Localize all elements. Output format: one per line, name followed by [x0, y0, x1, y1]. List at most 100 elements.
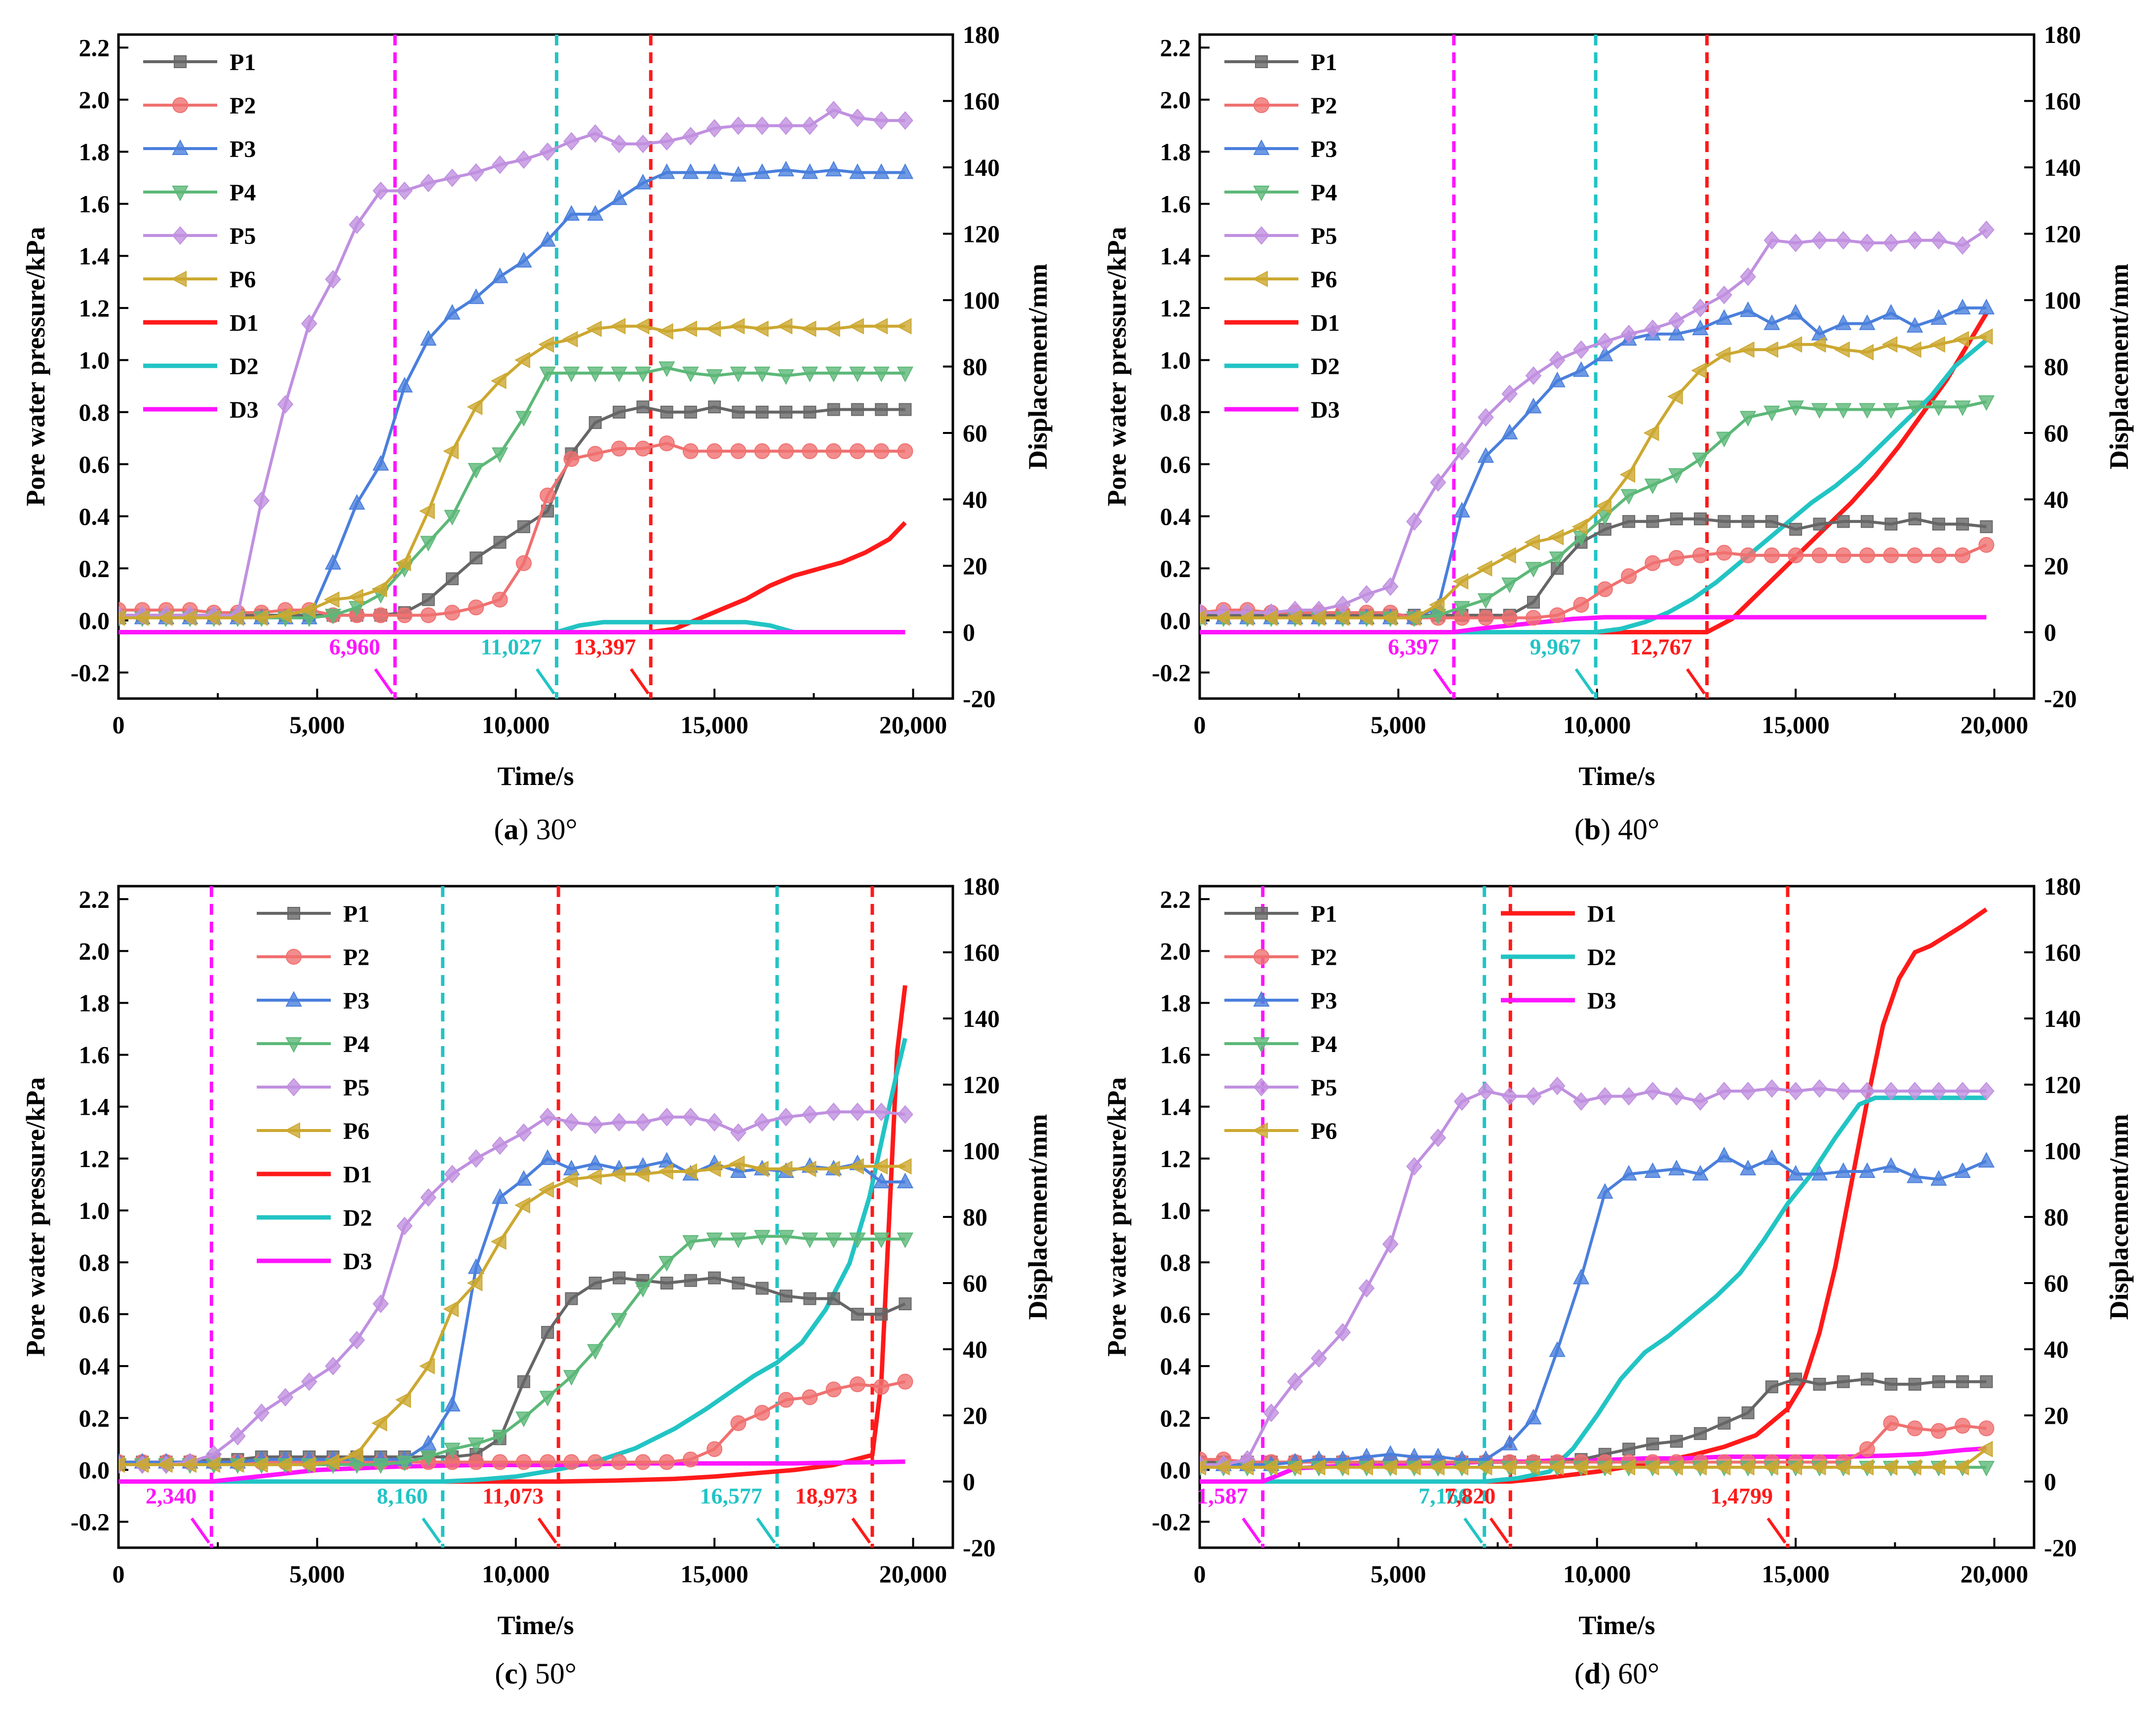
y-left-tick-label: 2.2 — [1160, 885, 1191, 913]
data-point-p6 — [562, 331, 578, 348]
data-point-p4 — [1954, 400, 1971, 416]
data-point-p6 — [181, 1456, 196, 1473]
y-right-tick-label: 140 — [963, 1005, 1000, 1032]
data-point-p6 — [1200, 609, 1206, 626]
x-axis-title: Time/s — [1578, 761, 1655, 791]
data-point-p2 — [1907, 1420, 1923, 1437]
data-point-p6 — [1977, 328, 1993, 345]
caption-text: ) 50° — [518, 1657, 577, 1690]
data-point-p1 — [851, 1308, 864, 1321]
data-point-p6 — [1214, 609, 1230, 626]
event-label: 12,767 — [1630, 634, 1692, 659]
data-point-p2 — [611, 1454, 627, 1470]
data-point-p6 — [1500, 1459, 1516, 1476]
data-point-p6 — [1786, 336, 1803, 353]
data-point-p5 — [1954, 1082, 1971, 1100]
y-left-tick-label: 1.8 — [1160, 989, 1191, 1016]
data-point-p3 — [1906, 317, 1923, 333]
series-line-p5 — [118, 1110, 905, 1466]
data-point-p5 — [1597, 1087, 1613, 1106]
y-right-tick-label: 80 — [963, 1203, 987, 1231]
chart-panel-d: 0 5,000 10,000 15,000 20,000 -0.2 0.0 0.2 0.4 0.6… — [1102, 872, 2134, 1690]
data-point-p1 — [1861, 515, 1874, 528]
data-point-p5 — [1430, 473, 1447, 492]
y-right-tick-label: 40 — [2044, 486, 2069, 513]
data-point-p6 — [1929, 336, 1945, 353]
data-point-p2 — [492, 591, 508, 608]
legend-label-d2: D2 — [230, 353, 259, 380]
data-point-p2 — [849, 443, 865, 459]
x-axis-title: Time/s — [1578, 1610, 1655, 1640]
data-point-p6 — [1286, 1459, 1302, 1476]
y-left-tick-label: 1.8 — [79, 989, 110, 1016]
y-left-tick-label: 0.2 — [1160, 1404, 1191, 1432]
y-left-axis-title: Pore water pressure/kPa — [1102, 1077, 1132, 1357]
x-axis-title: Time/s — [497, 761, 574, 791]
data-point-p6 — [1333, 609, 1349, 626]
data-point-p6 — [1452, 1459, 1469, 1476]
data-point-p3 — [1525, 397, 1542, 414]
data-point-p6 — [705, 320, 721, 337]
data-point-p5 — [1334, 1323, 1351, 1342]
legend-label-p1: P1 — [1311, 49, 1337, 76]
legend-label-p4: P4 — [1311, 1031, 1337, 1057]
data-point-p4 — [1739, 411, 1757, 427]
y-right-tick-label: 180 — [2044, 872, 2081, 900]
data-point-p2 — [1811, 547, 1828, 563]
data-point-p2 — [873, 443, 890, 459]
data-point-p3 — [324, 554, 342, 570]
data-point-p5 — [1501, 385, 1518, 403]
y-left-tick-label: 0.0 — [79, 1456, 110, 1484]
y-right-tick-label: 140 — [2044, 1005, 2081, 1032]
data-point-p6 — [610, 1166, 626, 1182]
data-point-p4 — [372, 1458, 389, 1474]
legend-label-p2: P2 — [1311, 93, 1337, 119]
data-point-p5 — [539, 1107, 556, 1127]
y-left-tick-label: 0.6 — [1160, 1300, 1191, 1328]
legend-marker-p2 — [286, 949, 302, 965]
data-point-p5 — [1978, 1082, 1995, 1100]
y-left-tick-label: 0.4 — [79, 1352, 110, 1380]
data-point-p5 — [468, 1149, 484, 1168]
data-point-p3 — [1739, 1160, 1757, 1175]
legend-marker-p6 — [284, 1122, 300, 1139]
y-right-tick-label: 0 — [2044, 619, 2056, 646]
data-point-p2 — [468, 599, 484, 616]
data-point-p2 — [1597, 581, 1613, 597]
data-point-p3 — [468, 288, 484, 304]
data-point-p2 — [1478, 610, 1494, 626]
data-point-p4 — [1692, 452, 1709, 469]
y-right-tick-label: 120 — [963, 1071, 1000, 1098]
caption-paren-open: ( — [495, 1657, 505, 1690]
series-line-p5 — [1200, 1084, 1987, 1466]
caption-letter: d — [1584, 1657, 1601, 1690]
data-point-p1 — [1908, 1377, 1921, 1391]
event-pointer — [1463, 1517, 1484, 1544]
data-point-p2 — [778, 443, 794, 459]
data-point-p5 — [1311, 1349, 1327, 1368]
y-right-tick-label: 160 — [2044, 87, 2081, 115]
data-point-p1 — [875, 403, 888, 416]
y-left-tick-label: 1.8 — [79, 138, 110, 165]
data-point-p3 — [1930, 309, 1947, 325]
data-point-p4 — [587, 1344, 604, 1360]
legend-label-d3: D3 — [1311, 397, 1340, 423]
data-point-p4 — [873, 366, 890, 383]
data-point-p1 — [660, 405, 673, 419]
legend-marker-p5 — [1253, 1078, 1270, 1096]
legend-label-p5: P5 — [230, 223, 256, 249]
data-point-p6 — [1548, 529, 1564, 546]
data-point-p5 — [492, 1136, 508, 1155]
legend-marker-p1 — [1255, 907, 1268, 920]
data-point-p6 — [896, 1158, 912, 1175]
y-right-tick-label: 180 — [963, 21, 1000, 48]
data-point-p6 — [1357, 609, 1373, 626]
y-left-tick-label: 1.4 — [1160, 1093, 1191, 1121]
y-right-tick-label: 60 — [2044, 1269, 2069, 1297]
data-point-p6 — [204, 1456, 221, 1473]
legend-marker-p4 — [172, 186, 189, 201]
data-point-p4 — [1644, 478, 1661, 495]
x-tick-label: 20,000 — [879, 1560, 947, 1588]
data-point-p5 — [1835, 231, 1852, 250]
legend-label-p3: P3 — [1311, 988, 1337, 1014]
